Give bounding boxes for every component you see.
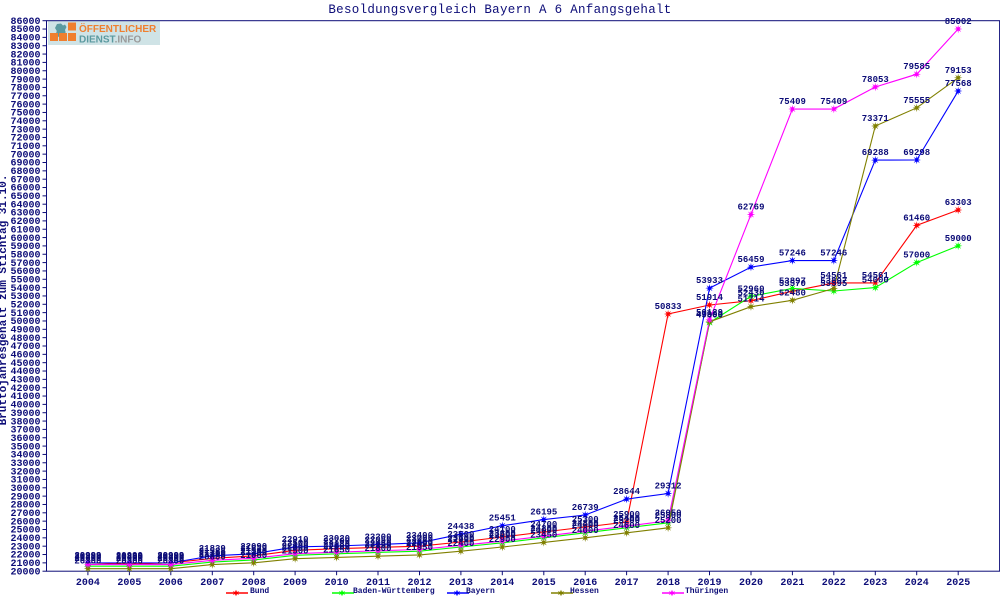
svg-text:57246: 57246 bbox=[820, 249, 847, 259]
svg-text:52480: 52480 bbox=[779, 288, 806, 298]
svg-text:22600: 22600 bbox=[406, 538, 433, 548]
svg-text:52960: 52960 bbox=[737, 284, 764, 294]
svg-text:61460: 61460 bbox=[903, 213, 930, 223]
svg-text:57246: 57246 bbox=[779, 249, 806, 259]
svg-text:20800: 20800 bbox=[74, 553, 101, 563]
svg-text:26050: 26050 bbox=[655, 509, 682, 519]
svg-text:50833: 50833 bbox=[655, 302, 682, 312]
svg-text:73371: 73371 bbox=[862, 114, 890, 124]
svg-text:75555: 75555 bbox=[903, 96, 930, 106]
svg-text:56459: 56459 bbox=[737, 255, 764, 265]
svg-text:26739: 26739 bbox=[572, 503, 599, 513]
svg-text:20800: 20800 bbox=[157, 553, 184, 563]
svg-text:59000: 59000 bbox=[945, 234, 972, 244]
svg-text:23600: 23600 bbox=[489, 529, 516, 539]
svg-text:79153: 79153 bbox=[945, 66, 972, 76]
svg-text:22100: 22100 bbox=[282, 542, 309, 552]
svg-text:21300: 21300 bbox=[199, 548, 226, 558]
svg-text:51714: 51714 bbox=[737, 295, 765, 305]
svg-text:53897: 53897 bbox=[820, 277, 847, 287]
svg-text:22280: 22280 bbox=[323, 540, 350, 550]
svg-text:24438: 24438 bbox=[447, 522, 474, 532]
svg-text:86000: 86000 bbox=[10, 17, 40, 28]
svg-text:51914: 51914 bbox=[696, 293, 724, 303]
svg-text:69288: 69288 bbox=[862, 148, 889, 158]
svg-text:79585: 79585 bbox=[903, 62, 930, 72]
svg-text:63303: 63303 bbox=[945, 198, 972, 208]
svg-text:53933: 53933 bbox=[696, 276, 723, 286]
svg-text:54000: 54000 bbox=[862, 276, 889, 286]
svg-text:25451: 25451 bbox=[489, 514, 517, 524]
svg-text:75409: 75409 bbox=[779, 97, 806, 107]
svg-text:21550: 21550 bbox=[240, 546, 267, 556]
svg-text:25400: 25400 bbox=[613, 514, 640, 524]
svg-text:78053: 78053 bbox=[862, 75, 889, 85]
svg-text:50129: 50129 bbox=[696, 308, 723, 318]
svg-text:20800: 20800 bbox=[116, 553, 143, 563]
svg-text:69298: 69298 bbox=[903, 148, 930, 158]
svg-text:62769: 62769 bbox=[737, 203, 764, 213]
svg-text:22450: 22450 bbox=[364, 539, 391, 549]
svg-text:77568: 77568 bbox=[945, 79, 972, 89]
svg-text:28644: 28644 bbox=[613, 487, 641, 497]
svg-text:23100: 23100 bbox=[447, 533, 474, 543]
svg-text:29312: 29312 bbox=[655, 482, 682, 492]
svg-text:57000: 57000 bbox=[903, 251, 930, 261]
svg-text:26195: 26195 bbox=[530, 508, 557, 518]
svg-text:24800: 24800 bbox=[572, 519, 599, 529]
svg-text:75409: 75409 bbox=[820, 97, 847, 107]
svg-text:85002: 85002 bbox=[945, 17, 972, 27]
svg-text:24200: 24200 bbox=[530, 524, 557, 534]
svg-text:53897: 53897 bbox=[779, 277, 806, 287]
